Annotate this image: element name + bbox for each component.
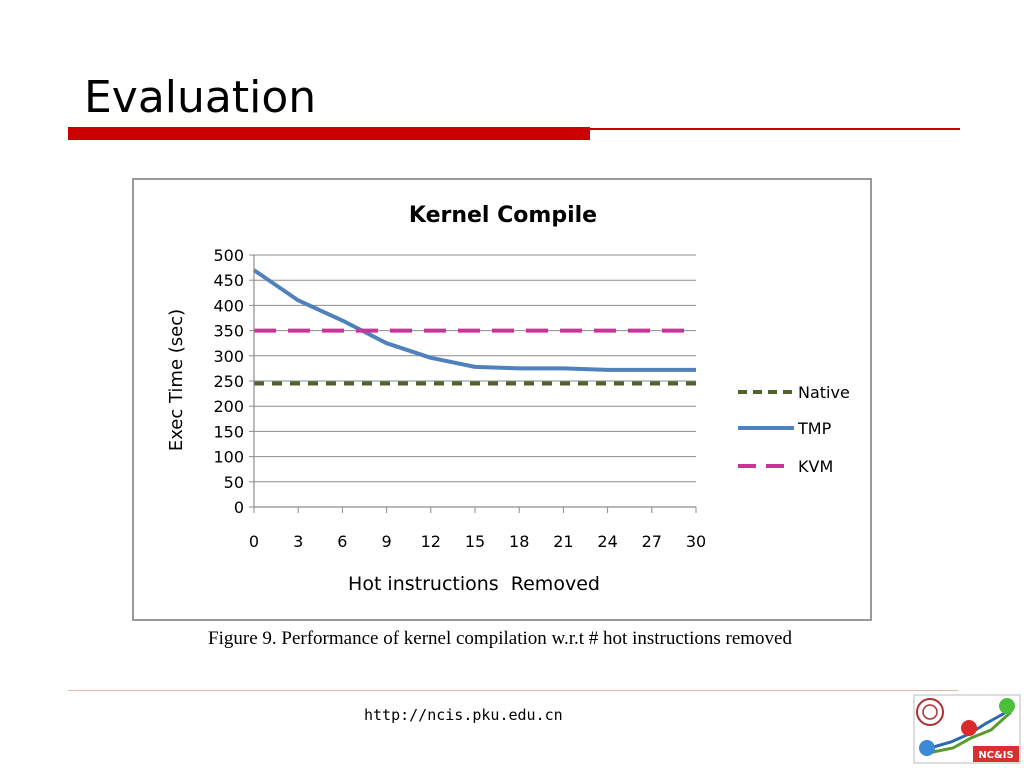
x-tick-label: 15 [465, 532, 485, 551]
y-tick-label: 250 [213, 372, 244, 391]
legend-label-native: Native [798, 383, 850, 402]
x-tick-label: 30 [686, 532, 706, 551]
x-tick-label: 18 [509, 532, 529, 551]
svg-text:NC&IS: NC&IS [978, 750, 1013, 761]
x-axis-label: Hot instructions Removed [348, 573, 600, 595]
y-tick-label: 400 [213, 296, 244, 315]
y-tick-label: 50 [224, 473, 244, 492]
y-tick-label: 500 [213, 246, 244, 265]
line-chart: Kernel Compile 0501001502002503003504004… [166, 203, 850, 595]
x-tick-label: 12 [421, 532, 441, 551]
footer-divider [68, 690, 958, 691]
y-tick-label: 0 [234, 498, 244, 517]
y-tick-label: 350 [213, 322, 244, 341]
x-tick-label: 21 [553, 532, 573, 551]
series-line-tmp [252, 268, 696, 372]
chart-legend: Native TMP KVM [738, 383, 850, 476]
x-tick-label: 24 [597, 532, 617, 551]
ncis-logo: NC&IS [913, 694, 1021, 764]
figure-caption: Figure 9. Performance of kernel compilat… [208, 628, 792, 649]
chart-frame: Kernel Compile 0 50 100 150 200 250 300 350 400 4… [132, 178, 872, 621]
y-tick-label: 100 [213, 448, 244, 467]
y-tick-label: 450 [213, 271, 244, 290]
x-tick-label: 27 [642, 532, 662, 551]
x-tick-label: 6 [337, 532, 347, 551]
title-underline-thick [68, 127, 590, 140]
chart-title: Kernel Compile [409, 203, 597, 228]
legend-label-tmp: TMP [797, 419, 832, 438]
footer-url[interactable]: http://ncis.pku.edu.cn [364, 706, 563, 724]
title-underline-thin [590, 128, 960, 130]
y-tick-label: 300 [213, 347, 244, 366]
slide-title: Evaluation [84, 72, 317, 123]
x-tick-label: 3 [293, 532, 303, 551]
x-tick-label: 9 [382, 532, 392, 551]
y-tick-label: 200 [213, 397, 244, 416]
y-tick-label: 150 [213, 422, 244, 441]
x-tick-label: 0 [249, 532, 259, 551]
y-axis-label: Exec Time (sec) [166, 309, 187, 451]
legend-label-kvm: KVM [798, 457, 833, 476]
